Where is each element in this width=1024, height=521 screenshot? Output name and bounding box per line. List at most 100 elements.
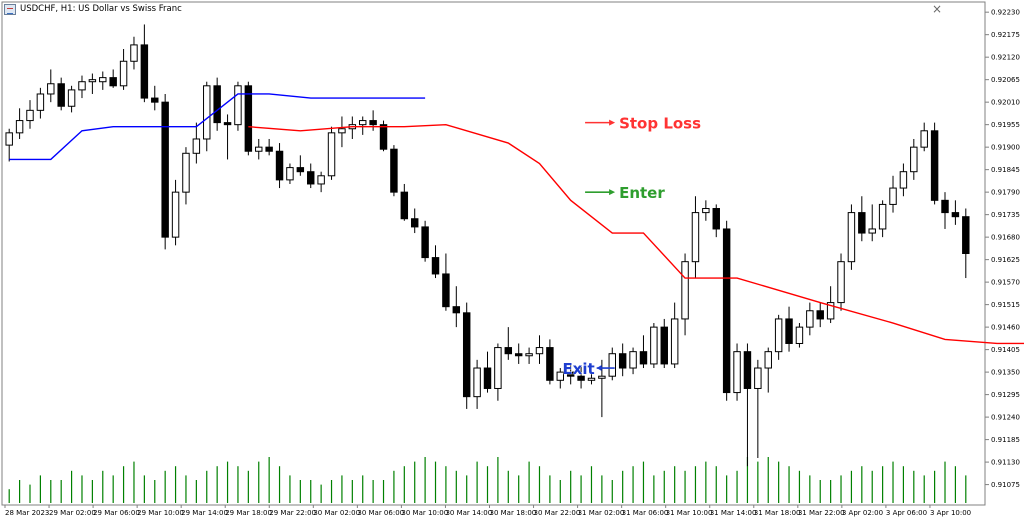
bull-candle (681, 261, 689, 320)
bear-candle (452, 306, 461, 314)
price-tick-label: 0.91185 (991, 436, 1020, 444)
bull-candle (764, 351, 772, 369)
time-tick-label: 30 Mar 18:00 (490, 509, 537, 517)
bear-candle (504, 347, 513, 355)
bull-candle (47, 83, 55, 95)
volume-bars (8, 457, 967, 503)
bull-candle (255, 146, 263, 152)
bull-candle (587, 377, 596, 381)
bull-candle (494, 347, 502, 389)
bear-candle (712, 208, 720, 230)
bull-candle (78, 81, 86, 91)
bear-candle (941, 199, 949, 214)
bear-candle (421, 226, 429, 259)
time-tick-label: 3 Apr 02:00 (842, 509, 883, 517)
bull-candle (192, 138, 201, 154)
price-tick-label: 0.92230 (991, 9, 1020, 17)
bull-candle (670, 318, 679, 365)
annotation-arrowhead (596, 365, 602, 372)
bull-candle (99, 77, 107, 83)
price-tick-label: 0.92120 (991, 54, 1020, 62)
bull-candle (795, 326, 804, 344)
price-tick-label: 0.91130 (991, 459, 1020, 467)
bear-candle (379, 124, 388, 150)
price-tick-label: 0.91900 (991, 144, 1020, 152)
annotation-arrowhead (609, 189, 616, 196)
bull-candle (67, 89, 76, 107)
bull-candle (910, 146, 918, 173)
bear-candle (546, 347, 554, 381)
candles (5, 24, 970, 467)
bear-candle (951, 212, 960, 218)
bear-candle (244, 85, 253, 152)
bear-candle (618, 353, 627, 369)
time-tick-label: 31 Mar 10:00 (666, 509, 713, 517)
chart-window-titlebar: USDCHF, H1: US Dollar vs Swiss Franc × (0, 0, 985, 20)
bear-candle (410, 218, 419, 228)
bear-candle (566, 371, 575, 377)
bear-candle (743, 351, 752, 389)
time-tick-label: 29 Mar 14:00 (181, 509, 228, 517)
bull-candle (535, 347, 544, 355)
bear-candle (639, 351, 648, 365)
bull-candle (182, 152, 190, 193)
bear-candle (930, 130, 939, 201)
bull-candle (525, 353, 533, 357)
bear-candle (442, 273, 450, 308)
price-tick-label: 0.91460 (991, 324, 1020, 332)
bull-candle (171, 191, 180, 238)
bull-candle (733, 351, 741, 394)
bear-candle (151, 97, 159, 103)
bull-candle (826, 302, 835, 320)
bull-candle (286, 167, 294, 181)
price-tick-label: 0.92175 (991, 31, 1020, 39)
bull-candle (130, 44, 138, 62)
bull-candle (234, 85, 242, 126)
bear-candle (431, 257, 440, 275)
bull-candle (26, 109, 34, 122)
bull-candle (473, 367, 481, 398)
price-tick-label: 0.91405 (991, 346, 1020, 354)
bull-candle (920, 130, 928, 148)
bear-candle (265, 146, 273, 152)
bear-candle (858, 212, 866, 234)
bull-candle (359, 120, 367, 126)
time-tick-label: 31 Mar 06:00 (622, 509, 669, 517)
annotation-stop-loss-label: Stop Loss (619, 115, 701, 133)
bull-candle (119, 60, 128, 87)
time-tick-label: 3 Apr 10:00 (930, 509, 971, 517)
blue-trailing-line (9, 93, 426, 161)
time-tick-label: 30 Mar 14:00 (445, 509, 492, 517)
bear-candle (369, 120, 377, 126)
close-button[interactable]: × (931, 2, 943, 16)
bull-candle (837, 261, 845, 304)
bear-candle (390, 148, 398, 193)
price-tick-label: 0.91240 (991, 414, 1020, 422)
price-tick-label: 0.91680 (991, 234, 1020, 242)
price-tick-label: 0.92010 (991, 99, 1020, 107)
price-tick-label: 0.91955 (991, 121, 1020, 129)
bear-candle (307, 171, 315, 185)
bull-candle (899, 171, 908, 189)
bear-candle (483, 367, 492, 389)
time-tick-label: 30 Mar 22:00 (534, 509, 581, 517)
bull-candle (847, 212, 856, 263)
time-tick-label: 30 Mar 10:00 (401, 509, 448, 517)
time-tick-label: 29 Mar 22:00 (269, 509, 316, 517)
bear-candle (57, 83, 65, 107)
bull-candle (36, 93, 45, 111)
bull-candle (806, 310, 814, 328)
bull-candle (691, 212, 700, 263)
bear-candle (275, 150, 284, 181)
bull-candle (608, 353, 616, 377)
annotation-enter-label: Enter (619, 184, 665, 202)
chart-window-icon (4, 4, 16, 15)
time-tick-label: 31 Mar 18:00 (754, 509, 801, 517)
price-tick-label: 0.91350 (991, 369, 1020, 377)
chart-window-title: USDCHF, H1: US Dollar vs Swiss Franc (20, 4, 182, 14)
bull-candle (556, 371, 565, 381)
price-tick-label: 0.91735 (991, 211, 1020, 219)
bear-candle (400, 191, 409, 220)
bear-candle (660, 326, 668, 365)
